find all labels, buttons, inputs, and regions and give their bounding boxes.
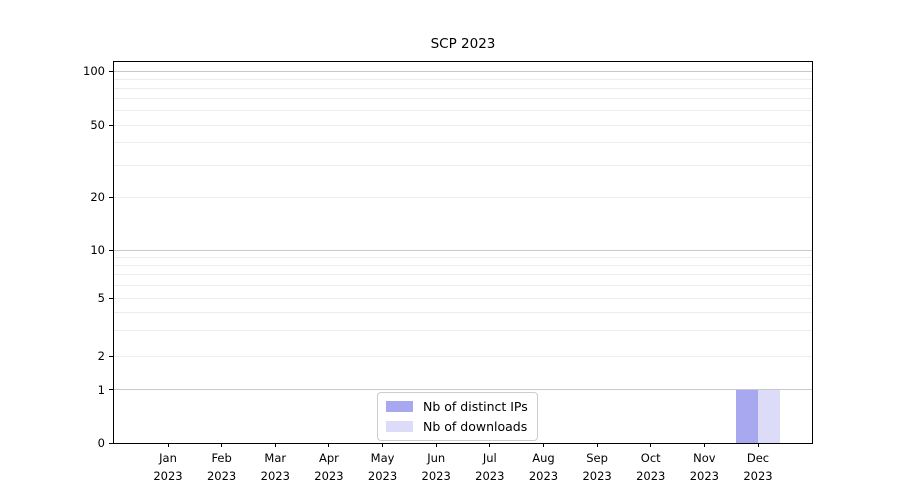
- x-tick-mark: [382, 443, 384, 447]
- legend-label-distinct-ips: Nb of distinct IPs: [423, 399, 528, 414]
- y-tick-mark: [109, 442, 113, 444]
- x-tick-mark: [435, 443, 437, 447]
- gridline-minor: [114, 256, 812, 258]
- y-tick-mark: [109, 389, 113, 390]
- y-tick-label: 10: [90, 243, 105, 257]
- y-tick-mark: [109, 297, 113, 299]
- x-tick-label: Jan 2023: [153, 451, 183, 483]
- x-tick-mark: [221, 443, 223, 447]
- gridline-minor: [114, 87, 812, 89]
- gridline-minor: [114, 142, 812, 144]
- x-tick-label: Jun 2023: [421, 451, 451, 483]
- y-tick-label: 100: [83, 64, 105, 78]
- x-tick-label: Mar 2023: [260, 451, 290, 483]
- legend-item-downloads: Nb of downloads: [386, 419, 528, 434]
- x-tick-label: Feb 2023: [206, 451, 237, 483]
- gridline-minor: [114, 110, 812, 112]
- y-tick-label: 1: [97, 382, 105, 397]
- y-tick-mark: [109, 70, 113, 72]
- y-tick-mark: [109, 249, 113, 251]
- x-tick-mark: [542, 443, 544, 447]
- x-tick-label: Oct 2023: [636, 451, 666, 483]
- gridline-minor: [114, 274, 812, 276]
- bar-nb-of-downloads: [758, 389, 780, 443]
- y-tick-mark: [109, 124, 113, 126]
- chart-title: SCP 2023: [430, 36, 496, 52]
- x-tick-mark: [703, 443, 705, 447]
- gridline-minor: [114, 264, 812, 266]
- x-tick-label: Jul 2023: [475, 451, 505, 483]
- gridline-minor: [114, 124, 812, 126]
- x-tick-label: Sep 2023: [582, 451, 612, 483]
- x-tick-mark: [274, 443, 276, 447]
- x-tick-label: May 2023: [367, 451, 398, 483]
- gridline-major: [114, 249, 812, 251]
- x-tick-mark: [328, 443, 330, 447]
- gridline-minor: [114, 297, 812, 299]
- gridline-minor: [114, 311, 812, 313]
- x-tick-mark: [650, 443, 652, 447]
- gridline-minor: [114, 284, 812, 286]
- gridline-minor: [114, 98, 812, 100]
- y-tick-label: 20: [90, 190, 105, 204]
- x-tick-mark: [167, 443, 169, 447]
- gridline-minor: [114, 78, 812, 80]
- y-tick-mark: [109, 196, 113, 198]
- bar-nb-of-distinct-ips: [736, 389, 758, 443]
- x-tick-label: Dec 2023: [743, 451, 773, 483]
- legend-swatch-distinct-ips: [386, 401, 413, 412]
- gridline-minor: [114, 164, 812, 166]
- gridline-major: [114, 70, 812, 72]
- x-tick-label: Nov 2023: [689, 451, 719, 483]
- gridline-minor: [114, 355, 812, 357]
- y-tick-label: 50: [90, 118, 105, 132]
- y-tick-label: 2: [97, 349, 105, 363]
- gridline-minor: [114, 196, 812, 198]
- x-tick-label: Aug 2023: [528, 451, 559, 483]
- legend-item-distinct-ips: Nb of distinct IPs: [386, 399, 528, 414]
- y-tick-mark: [109, 355, 113, 357]
- x-tick-mark: [489, 443, 491, 447]
- x-tick-label: Apr 2023: [314, 451, 344, 483]
- legend-swatch-downloads: [386, 421, 413, 432]
- x-tick-mark: [757, 443, 759, 447]
- plot-area: Nb of distinct IPs Nb of downloads: [113, 61, 813, 444]
- y-tick-label: 5: [97, 291, 105, 305]
- legend: Nb of distinct IPs Nb of downloads: [377, 392, 538, 441]
- legend-label-downloads: Nb of downloads: [423, 419, 528, 434]
- x-tick-mark: [596, 443, 598, 447]
- y-tick-label: 0: [97, 436, 105, 450]
- gridline-major: [114, 389, 812, 390]
- gridline-minor: [114, 329, 812, 331]
